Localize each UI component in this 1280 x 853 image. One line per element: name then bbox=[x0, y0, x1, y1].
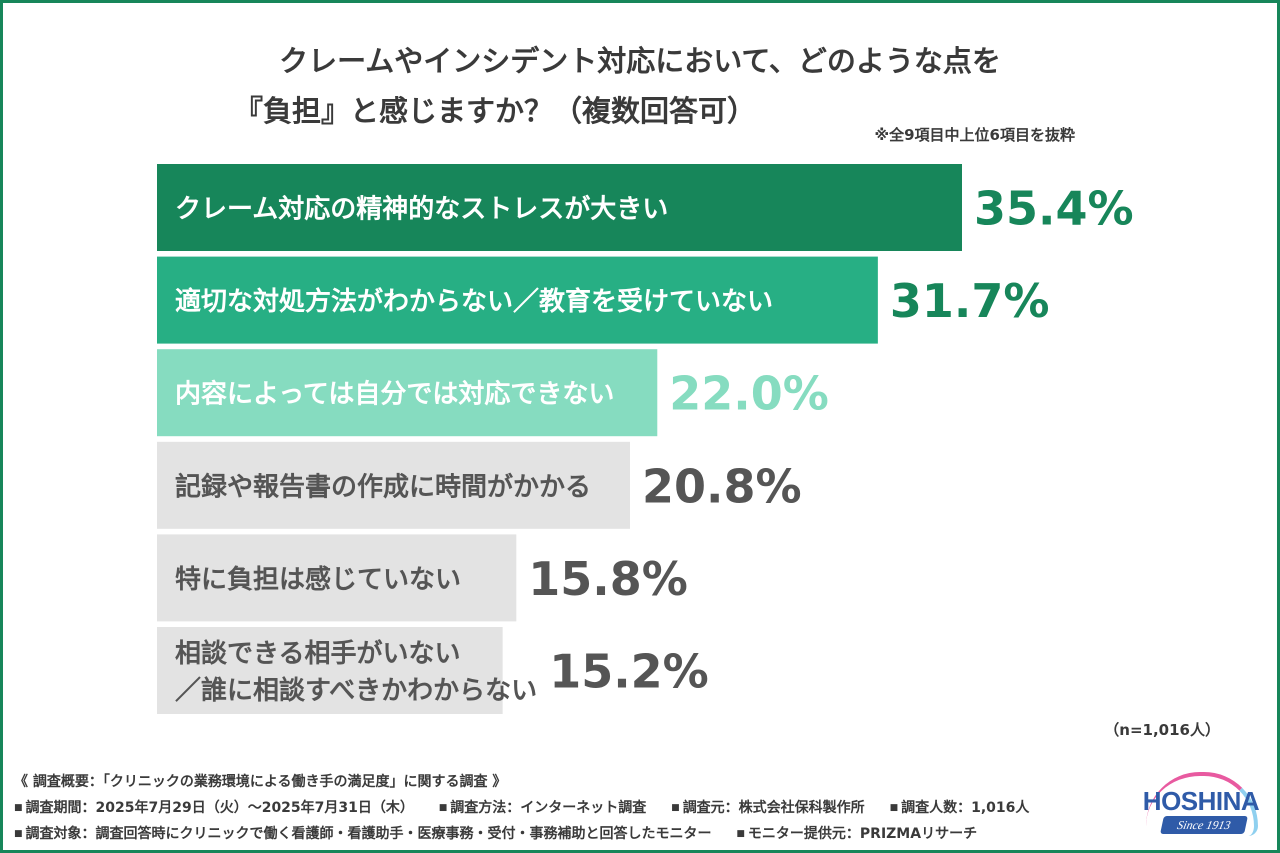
bar-value-label-4: 20.8% bbox=[642, 459, 802, 513]
survey-overview-title: 《 調査概要：「クリニックの業務環境による働き手の満足度」に関する調査 》 bbox=[14, 774, 507, 790]
chart-title: クレームやインシデント対応において、どのような点を 『負担』と感じますか？（複数… bbox=[0, 36, 1280, 136]
survey-count: ■ 調査人数：1,016人 bbox=[889, 800, 1030, 816]
bar-value-label-3: 22.0% bbox=[669, 367, 829, 421]
bar-label-5: 特に負担は感じていない bbox=[175, 564, 461, 595]
bar-value-label-6: 15.2% bbox=[549, 645, 709, 699]
bar-5 bbox=[157, 534, 517, 622]
hoshina-logo: HOSHINA Since 1913 bbox=[1140, 770, 1265, 840]
bullet-icon: ■ bbox=[671, 803, 680, 813]
bullet-icon: ■ bbox=[889, 803, 899, 813]
bar-label-2: 適切な対処方法がわからない／教育を受けていない bbox=[175, 286, 773, 317]
bar-value-label-1: 35.4% bbox=[974, 182, 1134, 236]
bullet-icon: ■ bbox=[736, 829, 745, 839]
logo-since-text: Since 1913 bbox=[1160, 816, 1248, 834]
bullet-icon: ■ bbox=[438, 803, 448, 813]
bullet-icon: ■ bbox=[14, 829, 23, 839]
survey-method: ■ 調査方法：インターネット調査 bbox=[438, 800, 647, 816]
bar-2 bbox=[157, 256, 878, 344]
bar-label-1: クレーム対応の精神的なストレスが大きい bbox=[175, 194, 668, 225]
bar-value-label-5: 15.8% bbox=[528, 552, 688, 606]
bullet-icon: ■ bbox=[14, 803, 23, 813]
survey-period: ■ 調査期間：2025年7月29日（火）〜2025年7月31日（木） bbox=[14, 800, 414, 816]
bar-1 bbox=[157, 164, 962, 251]
survey-source: ■ 調査元：株式会社保科製作所 bbox=[671, 800, 865, 816]
logo-brand-text: HOSHINA bbox=[1142, 786, 1260, 816]
chart-note: ※全9項目中上位6項目を抜粋 bbox=[874, 126, 1075, 144]
bar-label-6-line1: 相談できる相手がいない bbox=[175, 638, 460, 669]
bar-value-label-2: 31.7% bbox=[890, 274, 1050, 328]
bar-3 bbox=[157, 349, 658, 437]
survey-target: ■ 調査対象：調査回答時にクリニックで働く看護師・看護助手・医療事務・受付・事務補… bbox=[14, 826, 712, 842]
chart-title-line2: 『負担』と感じますか？（複数回答可） bbox=[234, 94, 757, 128]
bar-label-3: 内容によっては自分では対応できない bbox=[175, 379, 614, 410]
bar-4 bbox=[157, 441, 630, 529]
bar-6 bbox=[157, 627, 503, 714]
survey-overview: 《 調査概要：「クリニックの業務環境による働き手の満足度」に関する調査 》 ■ 調… bbox=[14, 769, 1049, 847]
survey-overview-row2: ■ 調査対象：調査回答時にクリニックで働く看護師・看護助手・医療事務・受付・事務補… bbox=[14, 821, 1049, 847]
survey-overview-row1: ■ 調査期間：2025年7月29日（火）〜2025年7月31日（木） ■ 調査方法：… bbox=[14, 795, 1049, 821]
sample-size-label: （n=1,016人） bbox=[1104, 721, 1220, 739]
chart-title-line1: クレームやインシデント対応において、どのような点を bbox=[279, 44, 1001, 78]
bar-label-4: 記録や報告書の作成に時間がかかる bbox=[175, 471, 591, 502]
bar-label-6-line2: ／誰に相談すべきかわからない bbox=[175, 675, 537, 706]
monitor-provider: ■ モニター提供元：PRIZMAリサーチ bbox=[736, 826, 978, 842]
